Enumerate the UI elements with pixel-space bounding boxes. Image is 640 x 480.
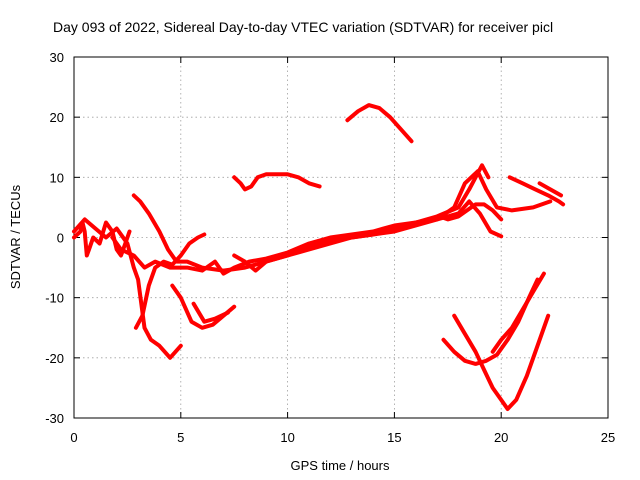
y-tick-label: -30 (45, 411, 64, 426)
y-tick-label: 0 (57, 231, 64, 246)
series-arc-11 (437, 202, 504, 222)
series-arc-14 (490, 271, 546, 354)
y-tick-label: -20 (45, 351, 64, 366)
x-tick-label: 5 (177, 430, 184, 445)
series-arc-4 (133, 232, 207, 330)
x-axis: 0 5 10 15 20 25 (70, 57, 615, 445)
chart-title: Day 093 of 2022, Sidereal Day-to-day VTE… (53, 19, 553, 35)
series-arc-13 (452, 313, 551, 411)
series-arc-8 (232, 199, 504, 273)
y-tick-label: 20 (50, 110, 64, 125)
series-arc-10 (345, 103, 414, 144)
x-axis-label: GPS time / hours (291, 458, 390, 473)
y-axis-label: SDTVAR / TECUs (8, 184, 23, 289)
y-tick-label: 30 (50, 50, 64, 65)
series-arc-15 (507, 175, 566, 207)
series-arc-16 (537, 181, 563, 198)
y-tick-label: 10 (50, 170, 64, 185)
y-tick-label: -10 (45, 291, 64, 306)
series-arc-5 (110, 163, 491, 276)
y-axis: 30 20 10 0 -10 -20 -30 (45, 50, 608, 426)
x-tick-label: 15 (387, 430, 401, 445)
x-tick-label: 25 (601, 430, 615, 445)
series-arc-3 (72, 217, 183, 360)
x-tick-label: 20 (494, 430, 508, 445)
x-tick-label: 10 (280, 430, 294, 445)
x-tick-label: 0 (70, 430, 77, 445)
series-arc-7 (191, 301, 230, 324)
series-arc-2 (131, 169, 553, 273)
series-arc-9 (232, 172, 322, 192)
plot-series (72, 103, 566, 411)
